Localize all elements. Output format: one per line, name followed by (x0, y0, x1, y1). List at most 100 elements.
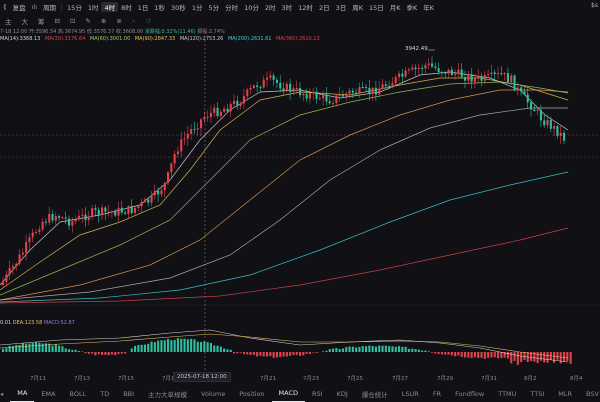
candle-body (101, 207, 104, 215)
period-3d[interactable]: 3日 (335, 4, 347, 12)
macd-bar (335, 348, 338, 352)
macd-bar (361, 346, 364, 352)
macd-bar (275, 352, 278, 358)
macd-bar (332, 348, 335, 352)
period-4h[interactable]: 4时 (101, 2, 119, 12)
macd-bar (190, 338, 193, 352)
period-2d[interactable]: 2日 (318, 4, 330, 12)
tab-back-icon[interactable]: ◂ (0, 389, 4, 398)
candle-body (153, 190, 156, 196)
period-1h[interactable]: 1时 (87, 4, 99, 12)
candle-body (84, 214, 87, 221)
ma-line (0, 81, 569, 296)
candle-body (374, 87, 377, 95)
tab-ma[interactable]: MA (10, 385, 35, 402)
period-1s[interactable]: 1秒 (154, 4, 166, 12)
candle-body (229, 104, 232, 112)
period-5min[interactable]: 5分 (208, 4, 220, 12)
tab-td[interactable]: TD (100, 389, 110, 398)
macd-macd: MACD:52.87 (43, 320, 75, 326)
tab-ema[interactable]: EMA (41, 389, 56, 398)
indicator-large[interactable]: 大 (21, 17, 29, 26)
period-1min[interactable]: 1分 (191, 4, 203, 12)
period-8h[interactable]: 8时 (121, 4, 132, 12)
period-1d[interactable]: 1日 (137, 4, 149, 12)
tab-ttmu[interactable]: TTMU (498, 389, 517, 398)
magnet-icon[interactable]: ⊚ (116, 16, 122, 25)
candle-body (97, 209, 100, 215)
pencil-icon[interactable]: ✎ (85, 16, 91, 25)
tab-fr[interactable]: FR (432, 389, 442, 398)
macd-bar (437, 352, 440, 354)
period-12h[interactable]: 12时 (298, 4, 313, 12)
macd-bar (233, 352, 236, 354)
macd-bar (28, 343, 31, 352)
tab-mlr[interactable]: MLR (558, 389, 573, 398)
tab-boll[interactable]: BOLL (69, 389, 87, 398)
tab-position[interactable]: Position (239, 389, 265, 398)
candle-body (394, 77, 397, 84)
tab-kdj[interactable]: KDJ (336, 389, 348, 398)
candle-body (464, 77, 467, 81)
candle-body (35, 231, 38, 233)
tab-volume[interactable]: Volume (201, 389, 226, 398)
macd-bar (467, 352, 470, 358)
candle-body (318, 98, 321, 100)
indicator-main[interactable]: 主 (5, 17, 12, 26)
layout-icon[interactable]: ⊟ (54, 16, 60, 25)
period-year[interactable]: 年K (423, 4, 435, 12)
tab-bsv[interactable]: BSV (586, 389, 599, 398)
redo-icon[interactable]: ↺ (145, 16, 152, 25)
period-week[interactable]: 周K (352, 4, 363, 12)
macd-bar (414, 349, 417, 352)
candle-body (38, 229, 41, 232)
period-month[interactable]: 月K (389, 4, 401, 12)
macd-bar (325, 350, 328, 352)
candle-body (21, 252, 24, 255)
candle-body (384, 84, 387, 86)
indicator-chips[interactable]: 筹 (38, 17, 45, 26)
candle-body (44, 221, 47, 223)
candle-body (305, 93, 308, 99)
ma-line (0, 227, 569, 304)
crosshair-icon[interactable]: ⊕ (100, 16, 107, 25)
x-tick: 7月29 (437, 376, 453, 382)
candle-body (328, 101, 331, 104)
replay-button[interactable]: 复盘 (12, 4, 26, 12)
candle-body (407, 69, 410, 71)
macd-bar (523, 352, 526, 361)
macd-histogram (2, 338, 572, 365)
macd-bar (341, 348, 344, 352)
tab-ttsi[interactable]: TTSI (530, 389, 545, 398)
currency-toggle[interactable]: $s (591, 2, 598, 9)
tab-macd[interactable]: MACD (271, 385, 306, 402)
period-label[interactable]: 周期 (43, 4, 57, 12)
tab-lsur[interactable]: LSUR (401, 389, 419, 398)
period-10min[interactable]: 10分 (244, 4, 259, 12)
chart-type-icon[interactable]: ılı (31, 3, 38, 11)
tab-liquidation[interactable]: 爆仓统计 (361, 390, 388, 399)
back-icon[interactable]: ⟪ (3, 3, 7, 11)
period-15d[interactable]: 15日 (368, 4, 384, 12)
tab-rsi[interactable]: RSI (312, 389, 323, 398)
tab-bbi[interactable]: BBI (123, 389, 135, 398)
undo-icon[interactable]: ⌁ (131, 16, 136, 25)
macd-bar (543, 352, 546, 363)
macd-bar (11, 346, 14, 352)
macd-bar (355, 347, 358, 352)
period-quarter[interactable]: 季K (406, 4, 418, 12)
tab-main-large-orders[interactable]: 主力大单规模 (148, 390, 188, 399)
period-30s[interactable]: 30秒 (171, 4, 186, 12)
candle-body (421, 67, 424, 69)
macd-bar (176, 338, 179, 352)
candle-body (460, 69, 463, 78)
candle-body (546, 119, 549, 126)
macd-bar (18, 345, 21, 352)
period-3h[interactable]: 3时 (281, 4, 293, 12)
period-timeshare[interactable]: 分时 (225, 4, 239, 12)
frame-icon[interactable]: ⊡ (69, 16, 76, 25)
tab-fundflow[interactable]: Fundflow (455, 389, 485, 398)
period-15m[interactable]: 15分 (67, 4, 82, 12)
period-2h[interactable]: 2时 (264, 4, 276, 12)
